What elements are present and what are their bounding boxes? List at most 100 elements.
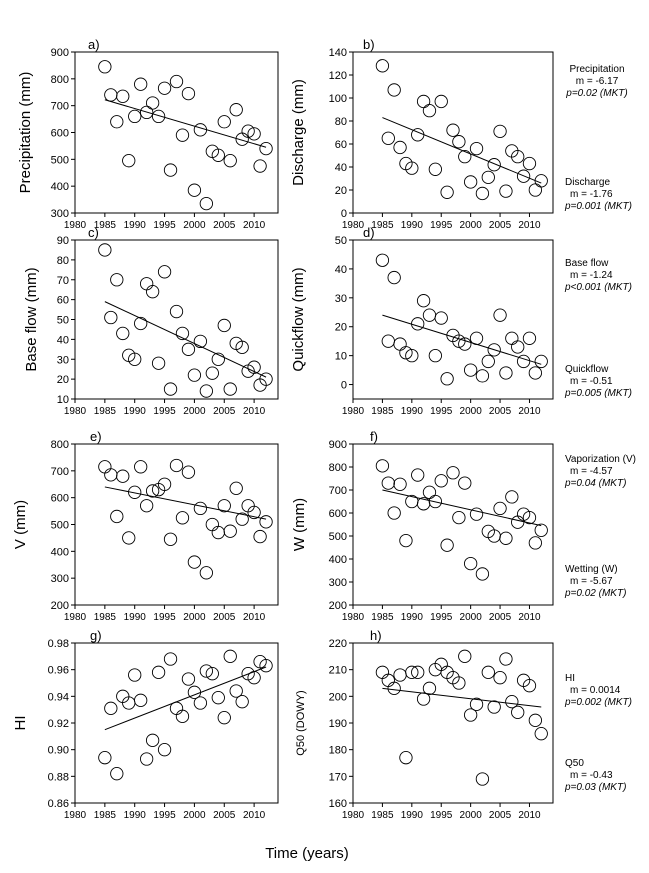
panel-label: h) bbox=[370, 628, 382, 643]
data-point bbox=[375, 459, 390, 473]
data-point bbox=[375, 253, 390, 267]
data-point bbox=[463, 708, 478, 722]
data-point bbox=[458, 649, 472, 663]
x-tick-label: 2000 bbox=[460, 612, 483, 623]
data-point bbox=[458, 337, 472, 351]
data-point bbox=[134, 77, 148, 91]
y-tick-label: 40 bbox=[335, 162, 347, 174]
data-point bbox=[452, 135, 466, 149]
plot-frame-h bbox=[352, 642, 554, 804]
data-point bbox=[187, 685, 202, 699]
data-point bbox=[211, 525, 225, 540]
data-point bbox=[475, 567, 490, 581]
data-point bbox=[116, 326, 130, 341]
data-point bbox=[452, 676, 466, 690]
trend-line bbox=[104, 666, 267, 731]
x-tick-label: 1995 bbox=[153, 220, 176, 231]
data-point bbox=[522, 156, 537, 171]
stat-pvalue: p=0.03 (MKT) bbox=[564, 782, 626, 793]
data-point bbox=[405, 348, 419, 363]
data-point bbox=[416, 692, 431, 706]
data-point bbox=[205, 667, 219, 681]
data-point bbox=[193, 696, 208, 710]
y-axis-label: W (mm) bbox=[291, 498, 308, 551]
data-point bbox=[511, 705, 525, 719]
y-tick-label: 10 bbox=[57, 394, 69, 406]
x-tick-label: 2005 bbox=[489, 810, 512, 821]
y-tick-label: 40 bbox=[57, 334, 69, 346]
y-tick-label: 0.86 bbox=[48, 798, 69, 810]
panel-label: b) bbox=[363, 37, 375, 52]
data-point bbox=[110, 273, 124, 287]
data-point bbox=[98, 751, 112, 765]
data-point bbox=[163, 163, 178, 177]
data-point bbox=[157, 477, 172, 491]
data-point bbox=[157, 743, 172, 757]
data-point bbox=[122, 154, 136, 168]
x-tick-label: 1980 bbox=[64, 406, 87, 417]
data-point bbox=[487, 158, 501, 172]
data-point bbox=[499, 366, 513, 380]
data-point bbox=[416, 94, 431, 109]
data-point bbox=[393, 140, 407, 155]
data-point bbox=[411, 317, 425, 331]
data-point bbox=[253, 159, 267, 173]
data-point bbox=[387, 83, 401, 97]
data-point bbox=[193, 334, 208, 349]
y-axis-label: V (mm) bbox=[12, 500, 29, 549]
data-point bbox=[422, 681, 437, 695]
x-tick-label: 2000 bbox=[183, 612, 206, 623]
x-tick-label: 2005 bbox=[489, 612, 512, 623]
x-tick-label: 2010 bbox=[243, 810, 266, 821]
data-point bbox=[481, 354, 495, 369]
data-point bbox=[139, 105, 154, 120]
data-point bbox=[452, 334, 466, 348]
stat-name: Precipitation bbox=[569, 64, 624, 75]
data-point bbox=[422, 485, 437, 499]
panel-label: c) bbox=[88, 225, 99, 240]
data-point bbox=[181, 342, 196, 356]
y-axis-label: Base flow (mm) bbox=[23, 267, 40, 371]
data-point bbox=[481, 170, 495, 185]
stat-pvalue: p=0.001 (MKT) bbox=[564, 201, 632, 212]
data-point bbox=[157, 265, 172, 279]
stat-pvalue: p<0.001 (MKT) bbox=[564, 282, 632, 293]
data-point bbox=[116, 469, 130, 483]
y-tick-label: 400 bbox=[51, 546, 69, 558]
x-tick-label: 2010 bbox=[243, 220, 266, 231]
x-tick-label: 1990 bbox=[124, 810, 147, 821]
y-tick-label: 60 bbox=[57, 295, 69, 307]
data-point bbox=[223, 524, 237, 538]
data-point bbox=[493, 501, 507, 516]
x-tick-label: 1995 bbox=[430, 406, 453, 417]
data-point bbox=[440, 185, 454, 199]
data-point bbox=[139, 499, 154, 513]
data-point bbox=[487, 700, 501, 714]
x-tick-label: 2010 bbox=[518, 612, 541, 623]
data-point bbox=[247, 671, 261, 685]
y-tick-label: 20 bbox=[335, 322, 347, 334]
y-tick-label: 600 bbox=[51, 128, 69, 140]
data-point bbox=[247, 127, 261, 141]
y-tick-label: 50 bbox=[57, 315, 69, 327]
x-tick-label: 2010 bbox=[518, 810, 541, 821]
data-point bbox=[139, 752, 154, 766]
x-tick-label: 1985 bbox=[94, 220, 117, 231]
x-tick-label: 2005 bbox=[213, 406, 236, 417]
trend-line bbox=[104, 486, 267, 520]
x-tick-label: 2000 bbox=[183, 810, 206, 821]
stat-slope: m = -4.57 bbox=[570, 466, 613, 477]
data-point bbox=[493, 671, 507, 685]
data-point bbox=[145, 484, 160, 498]
data-point bbox=[211, 691, 225, 705]
data-point bbox=[428, 494, 443, 509]
y-tick-label: 100 bbox=[329, 93, 347, 105]
data-point bbox=[98, 460, 112, 474]
data-point bbox=[522, 510, 537, 525]
y-axis-label: Discharge (mm) bbox=[290, 79, 307, 186]
data-point bbox=[469, 507, 484, 521]
x-tick-label: 1995 bbox=[430, 612, 453, 623]
y-tick-label: 800 bbox=[51, 439, 69, 451]
